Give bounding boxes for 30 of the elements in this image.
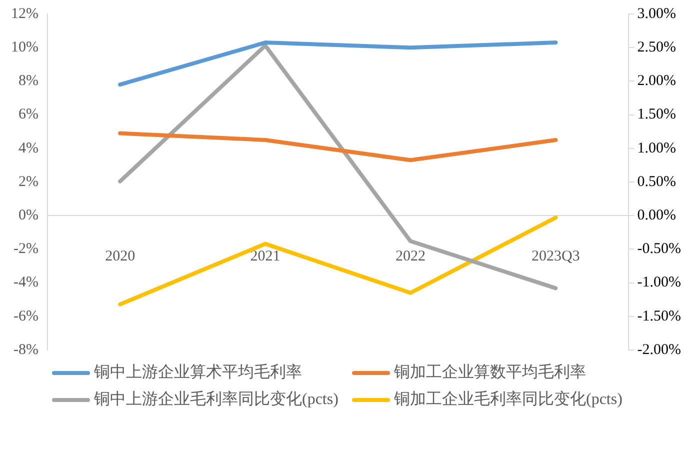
x-tick-label: 2022 — [395, 248, 426, 265]
y-tick-label: -2% — [13, 241, 38, 258]
y-tick-label: 4% — [18, 140, 38, 156]
x-tick-label: 2023Q3 — [531, 248, 580, 265]
legend-label: 铜加工企业毛利率同比变化(pcts) — [394, 390, 622, 410]
legend-label: 铜中上游企业算术平均毛利率 — [94, 362, 302, 383]
y2-tick-label: 0.50% — [637, 174, 676, 190]
y2-tick-label: -2.00% — [637, 342, 682, 358]
y2-tick-label: 1.50% — [637, 106, 676, 123]
legend-label: 铜中上游企业毛利率同比变化(pcts) — [94, 390, 338, 410]
y-tick-label: 8% — [18, 73, 38, 90]
y2-tick-label: 1.00% — [637, 140, 676, 156]
x-tick-label: 2020 — [105, 248, 136, 265]
y-tick-label: 12% — [10, 6, 38, 22]
legend-label: 铜加工企业算数平均毛利率 — [394, 362, 586, 383]
y-tick-label: -6% — [13, 308, 38, 324]
y-tick-label: 10% — [10, 40, 38, 56]
x-tick-label: 2021 — [250, 248, 280, 265]
y2-tick-label: -0.50% — [637, 241, 682, 258]
y2-tick-label: -1.50% — [637, 308, 682, 324]
y-tick-label: 2% — [18, 174, 38, 190]
y-tick-label: 0% — [18, 208, 38, 224]
y-tick-label: -8% — [13, 342, 38, 358]
y2-tick-label: -1.00% — [637, 274, 682, 291]
y-tick-label: -4% — [13, 274, 38, 291]
y2-tick-label: 3.00% — [637, 6, 676, 22]
y2-tick-label: 2.50% — [637, 40, 676, 56]
y-tick-label: 6% — [18, 106, 38, 123]
y2-tick-label: 2.00% — [637, 73, 676, 90]
y2-tick-label: 0.00% — [637, 208, 676, 224]
